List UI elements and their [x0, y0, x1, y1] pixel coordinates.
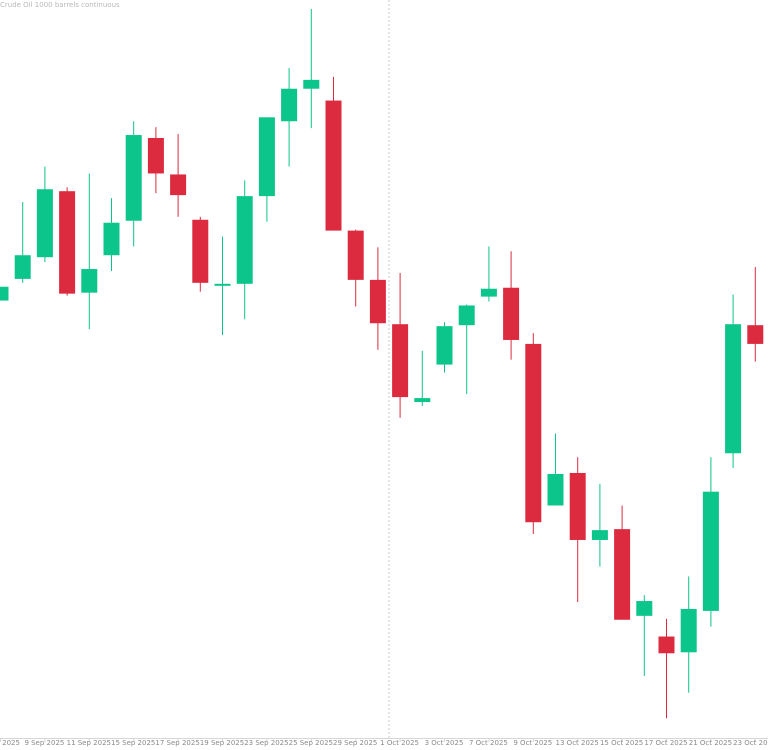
x-tick-label: 9 Sep 2025 — [24, 739, 64, 747]
candle — [591, 483, 608, 567]
candle-body — [236, 196, 253, 284]
candle — [458, 304, 475, 395]
candle-body — [747, 325, 764, 344]
candle — [725, 294, 742, 469]
candle — [125, 121, 142, 247]
candle — [147, 127, 164, 194]
candle-body — [281, 88, 298, 122]
candle — [103, 198, 120, 271]
x-tick-label: 23 Sep 2025 — [244, 739, 288, 747]
candle — [258, 117, 275, 222]
candle — [702, 457, 719, 627]
x-tick-label: 25 Sep 2025 — [289, 739, 333, 747]
candle-body — [103, 222, 120, 256]
candle-body — [569, 472, 586, 540]
candle-body — [347, 230, 364, 280]
x-tick-label: 19 Sep 2025 — [200, 739, 244, 747]
candle — [503, 251, 520, 360]
candle — [325, 76, 342, 231]
candle — [414, 350, 431, 406]
candle-body — [414, 398, 431, 403]
candle-body — [614, 529, 631, 620]
candle-body — [480, 288, 497, 297]
candle-body — [702, 491, 719, 611]
candle — [436, 322, 453, 373]
candle — [192, 216, 209, 292]
candle-layer — [0, 8, 764, 719]
candle — [14, 202, 31, 283]
x-tick-label: 29 Sep 2025 — [333, 739, 377, 747]
candle-body — [192, 219, 209, 283]
candle — [569, 457, 586, 603]
candle — [369, 247, 386, 350]
candle — [614, 505, 631, 620]
x-tick-label: 17 Sep 2025 — [155, 739, 199, 747]
candle — [636, 595, 653, 676]
candle-body — [369, 279, 386, 324]
candle — [59, 187, 76, 296]
candle — [281, 68, 298, 167]
candle — [214, 236, 231, 336]
candle-body — [81, 269, 98, 293]
candle — [236, 180, 253, 320]
x-tick-label: 3 Oct 2025 — [425, 739, 464, 747]
candle-body — [0, 286, 9, 301]
candle-body — [170, 174, 187, 196]
candle — [36, 166, 53, 263]
chart-title: Crude Oil 1000 barrels continuous — [0, 1, 120, 9]
x-tick-label: 15 Sep 2025 — [111, 739, 155, 747]
x-tick-label: 23 Oct 2025 — [733, 739, 768, 747]
candle — [747, 267, 764, 362]
candle-body — [147, 137, 164, 174]
candle — [392, 272, 409, 418]
candle — [170, 134, 187, 217]
candle — [480, 246, 497, 302]
candle-body — [303, 79, 320, 89]
candle — [0, 286, 9, 301]
candle — [81, 173, 98, 330]
candle-body — [680, 608, 697, 653]
candle — [547, 433, 564, 506]
x-tick-label: 17 Oct 2025 — [644, 739, 687, 747]
candle-body — [525, 343, 542, 523]
candle-body — [258, 117, 275, 197]
candle-body — [14, 255, 31, 279]
candle-body — [547, 473, 564, 506]
x-tick-label: 11 Sep 2025 — [67, 739, 111, 747]
candle-body — [636, 601, 653, 616]
candle-body — [36, 189, 53, 258]
x-tick-label: 13 Oct 2025 — [556, 739, 599, 747]
x-tick-label: 15 Oct 2025 — [600, 739, 643, 747]
candle-body — [436, 326, 453, 365]
candle-body — [214, 283, 231, 286]
x-tick-label: 21 Oct 2025 — [689, 739, 732, 747]
candle-body — [725, 324, 742, 454]
candle-body — [591, 530, 608, 540]
x-tick-label: 9 Oct 2025 — [513, 739, 552, 747]
candle-body — [325, 100, 342, 231]
x-tick-label: 5 Sep 2025 — [0, 739, 20, 747]
candle-body — [658, 636, 675, 654]
candle-body — [125, 135, 142, 221]
candle-body — [458, 305, 475, 326]
candle — [303, 8, 320, 129]
candle-body — [392, 324, 409, 398]
candle-body — [59, 191, 76, 294]
x-tick-label: 7 Oct 2025 — [469, 739, 508, 747]
candle-body — [503, 287, 520, 340]
x-tick-label: 1 Oct 2025 — [380, 739, 419, 747]
candle — [680, 576, 697, 693]
candle — [347, 229, 364, 307]
candle — [658, 618, 675, 719]
candle — [525, 333, 542, 535]
